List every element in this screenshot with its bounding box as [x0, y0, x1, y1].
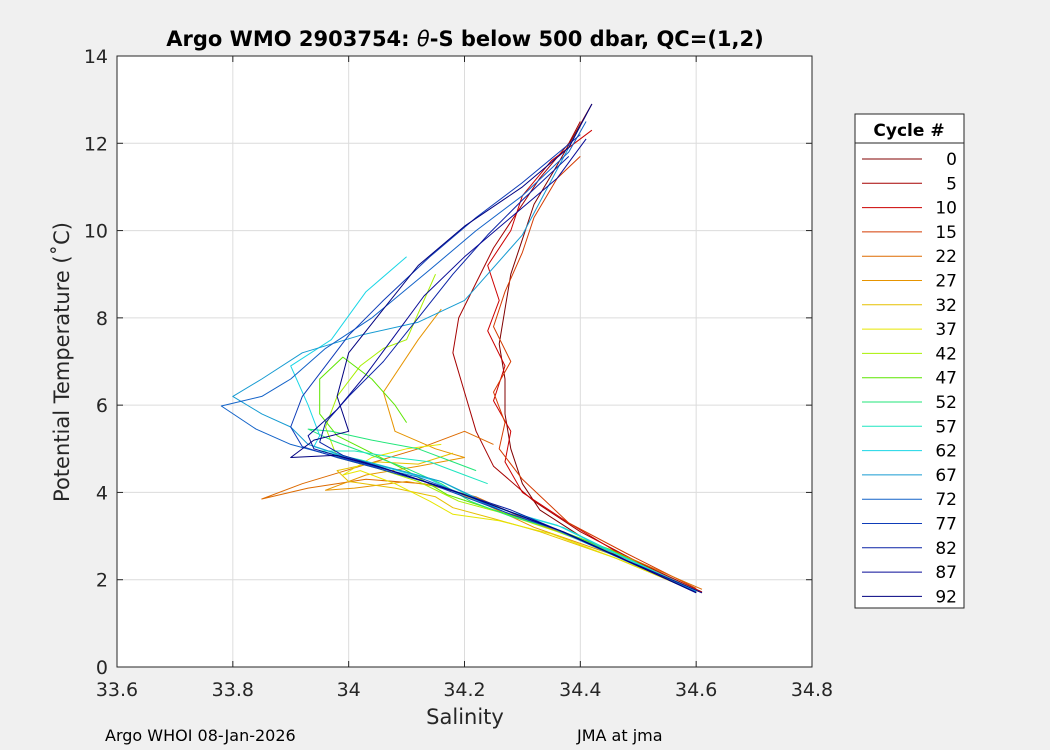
- legend-title: Cycle #: [873, 121, 944, 141]
- chart-title: Argo WMO 2903754: θ-S below 500 dbar, QC…: [166, 27, 763, 51]
- series-line: [290, 103, 697, 594]
- chart-title-part-1: Argo WMO 2903754:: [166, 27, 417, 51]
- legend-entry-label: 77: [935, 515, 957, 535]
- footer-left: Argo WHOI 08-Jan-2026: [105, 726, 296, 745]
- series-line: [487, 129, 697, 592]
- x-tick-label: 34.4: [559, 679, 601, 701]
- x-axis-label: Salinity: [426, 705, 504, 729]
- y-tick-label: 2: [96, 570, 108, 592]
- y-tick-label: 12: [84, 133, 108, 155]
- legend-entry-label: 72: [935, 490, 957, 510]
- y-tick-label: 0: [96, 657, 108, 679]
- legend-entry-label: 10: [935, 199, 957, 219]
- legend-entry-label: 47: [935, 369, 957, 389]
- axis-ticks: 33.6 33.8 34 34.2 34.4 34.6 34.8 0 2 4 6 8 10 12 14: [84, 46, 833, 701]
- series-line: [290, 134, 697, 594]
- legend-entry-label: 57: [935, 417, 957, 437]
- x-tick-label: 34: [337, 679, 361, 701]
- legend-entry-label: 92: [935, 587, 957, 607]
- legend-entry-label: 5: [946, 174, 957, 194]
- series-lines: [220, 103, 703, 594]
- y-axis-label: Potential Temperature (˚C): [50, 222, 74, 502]
- legend-entry-label: 32: [935, 296, 957, 316]
- legend-entry-label: 52: [935, 393, 957, 413]
- series-line: [498, 103, 703, 594]
- y-tick-label: 14: [84, 46, 108, 68]
- y-tick-label: 4: [96, 482, 108, 504]
- legend-entry-label: 15: [935, 223, 957, 243]
- legend-entry-label: 67: [935, 466, 957, 486]
- x-tick-label: 34.8: [791, 679, 833, 701]
- y-tick-label: 6: [96, 395, 108, 417]
- series-line: [319, 156, 697, 593]
- series-line: [336, 452, 697, 593]
- y-tick-label: 8: [96, 308, 108, 330]
- legend-entry-label: 42: [935, 344, 957, 364]
- x-tick-label: 33.6: [96, 679, 138, 701]
- legend-entry-label: 22: [935, 247, 957, 267]
- legend-entries: 0 5 10 15 22 27 32 37 42 47 52 57 62 67 72 77 82 87 92: [862, 150, 957, 607]
- legend-entry-label: 82: [935, 539, 957, 559]
- legend: Cycle # 0 5 10 15 22 27 32 37 42 47 52 57 62 67 72 77 82…: [854, 113, 965, 609]
- legend-entry-label: 0: [946, 150, 957, 170]
- chart-title-theta: θ: [417, 27, 430, 51]
- legend-entry-label: 62: [935, 442, 957, 462]
- legend-entry-label: 27: [935, 272, 957, 292]
- legend-entry-label: 37: [935, 320, 957, 340]
- x-tick-label: 34.6: [675, 679, 717, 701]
- legend-entry-label: 87: [935, 563, 957, 583]
- footer-right: JMA at jma: [576, 726, 663, 745]
- series-line: [452, 121, 703, 593]
- legend-box: [854, 113, 965, 609]
- x-tick-label: 33.8: [212, 679, 254, 701]
- x-tick-label: 34.2: [443, 679, 485, 701]
- series-line: [493, 156, 697, 589]
- y-tick-label: 10: [84, 221, 108, 243]
- chart-title-part-2: -S below 500 dbar, QC=(1,2): [430, 27, 764, 51]
